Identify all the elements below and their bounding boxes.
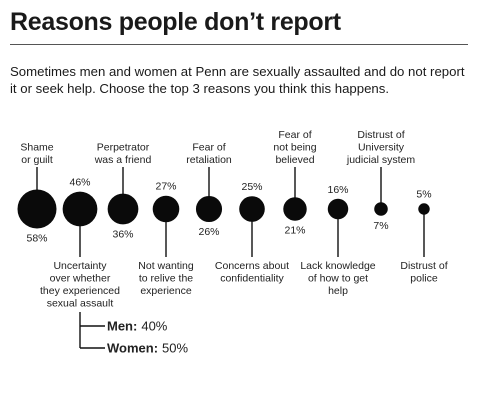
- value-label: 25%: [241, 181, 262, 193]
- title-rule: [10, 44, 468, 45]
- category-label: Fear of retaliation: [186, 142, 232, 167]
- bubble: [152, 195, 180, 223]
- category-label: Shame or guilt: [20, 142, 53, 167]
- category-label: Distrust of police: [400, 260, 447, 285]
- bubble: [283, 197, 307, 221]
- value-label: 21%: [284, 225, 305, 237]
- category-label: Perpetrator was a friend: [94, 142, 152, 167]
- bubble: [107, 193, 139, 225]
- bubble: [195, 195, 223, 223]
- bubble: [17, 189, 57, 229]
- value-label: 58%: [26, 233, 47, 245]
- category-label: Fear of not being believed: [273, 129, 316, 166]
- value-label: 26%: [198, 226, 219, 238]
- value-label: 46%: [69, 177, 90, 189]
- category-label: Uncertainty over whether they experienced s…: [40, 260, 120, 310]
- breakdown-label: Men: 40%: [107, 319, 168, 334]
- bubble: [327, 198, 349, 220]
- value-label: 27%: [155, 181, 176, 193]
- bubble: [374, 202, 388, 216]
- category-label: Concerns about confidentiality: [215, 260, 289, 285]
- value-label: 7%: [373, 220, 388, 232]
- bubble: [239, 196, 265, 222]
- chart-subtitle: Sometimes men and women at Penn are sexu…: [10, 64, 465, 96]
- bubble: [62, 191, 98, 227]
- category-label: Lack knowledge of how to get help: [300, 260, 375, 297]
- category-label: Distrust of University judicial system: [346, 129, 416, 166]
- breakdown-label: Women: 50%: [107, 341, 189, 356]
- bubble: [418, 203, 430, 215]
- value-label: 5%: [416, 188, 431, 200]
- category-label: Not wanting to relive the experience: [138, 260, 194, 297]
- chart-title: Reasons people don’t report: [10, 8, 341, 36]
- value-label: 16%: [327, 184, 348, 196]
- value-label: 36%: [112, 228, 133, 240]
